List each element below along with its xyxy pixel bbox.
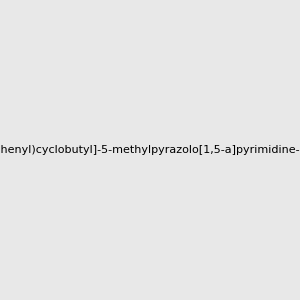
Text: N-[3-(3-chlorophenyl)cyclobutyl]-5-methylpyrazolo[1,5-a]pyrimidine-3-carboxamide: N-[3-(3-chlorophenyl)cyclobutyl]-5-methy… — [0, 145, 300, 155]
